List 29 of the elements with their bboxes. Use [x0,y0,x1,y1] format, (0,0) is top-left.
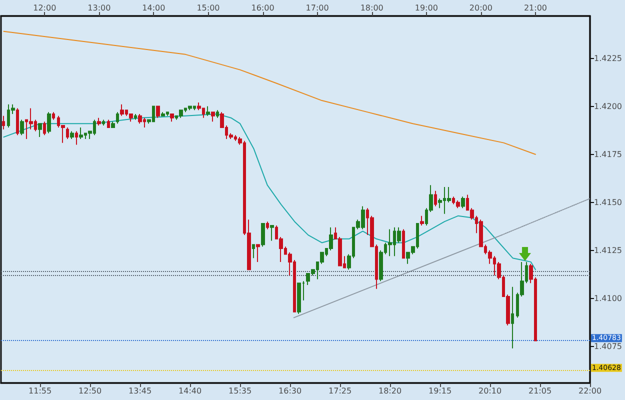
x2-tick-label: 12:00 [33,4,56,12]
x2-tick-label: 19:00 [414,4,438,12]
x2-tick-label: 16:00 [251,4,274,12]
x-tick-label: 13:45 [128,386,152,396]
x-tick-label: 21:05 [528,386,552,396]
x2-tick-label: 21:00 [524,4,547,12]
x-tick-label: 14:40 [178,386,202,396]
x2-tick-label: 15:00 [196,4,220,12]
x-tick-label: 22:00 [578,386,602,396]
x-tick-label: 17:25 [328,386,352,396]
x2-tick-label: 13:00 [88,4,111,12]
x-tick-label: 12:50 [78,386,102,396]
x-tick-label: 15:35 [228,386,252,396]
x2-tick-label: 18:00 [360,4,384,12]
x2-tick-label: 17:00 [306,4,329,12]
y-tick-label: 1.4150 [594,198,622,207]
y-tick-label: 1.4225 [594,54,622,63]
y-tick-label: 1.4125 [594,246,622,255]
y-tick-label: 1.4175 [594,150,622,159]
x-tick-label: 16:30 [278,386,302,396]
x-tick-label: 20:10 [478,386,502,396]
x2-tick-label: 20:00 [469,4,492,12]
y-tick-label: 1.4100 [594,294,622,303]
x-tick-label: 18:20 [378,386,402,396]
x2-tick-label: 14:00 [142,4,166,12]
y-tick-label: 1.4200 [594,102,622,111]
x-tick-label: 11:55 [28,386,52,396]
y-tick-label: 1.4075 [594,342,622,351]
x-tick-label: 19:15 [428,386,452,396]
